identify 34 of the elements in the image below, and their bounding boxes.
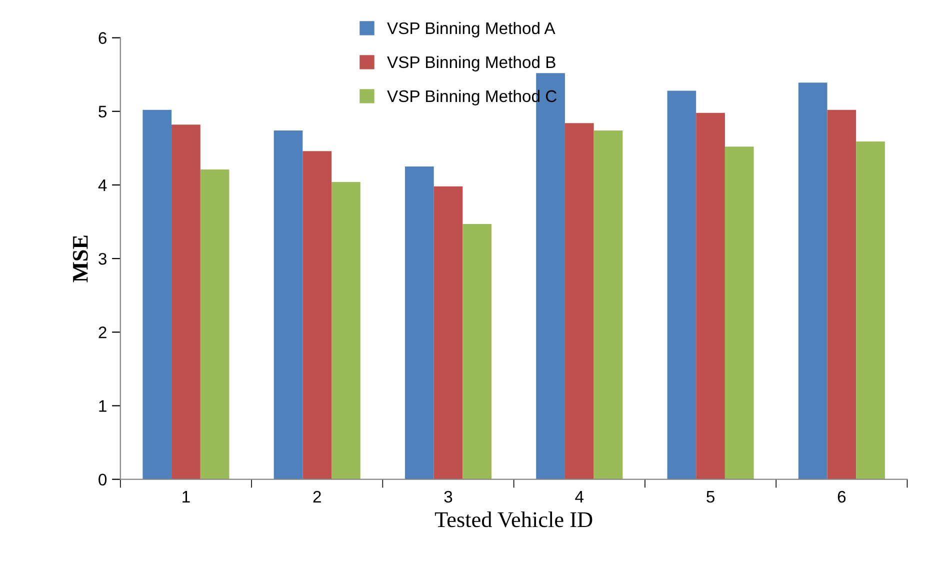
x-tick-label: 1 [182,491,190,503]
x-tick-label: 4 [575,491,584,503]
x-tick-label: 6 [838,490,846,503]
bar [332,182,360,480]
bar [594,130,623,480]
bar [172,124,200,480]
legend-label: VSP Binning Method B [387,56,556,72]
bar [667,90,696,480]
y-tick-label: 2 [98,326,106,338]
bar [404,166,434,480]
y-tick-label: 6 [98,32,106,44]
bar [696,112,725,480]
bar [462,224,492,480]
bar [302,151,332,480]
y-tick-label: 3 [98,252,106,265]
bar [798,82,828,480]
x-tick-label: 2 [313,490,321,503]
y-tick-label: 1 [99,400,106,412]
bar [856,142,885,480]
bar [200,169,230,480]
bar [434,186,463,480]
legend-label: VSP Binning Method A [387,22,556,38]
x-tick-label: 3 [444,490,452,503]
y-tick-label: 4 [98,180,107,191]
x-tick-label: 5 [706,491,714,503]
bar [724,146,754,480]
bar [827,110,856,480]
y-tick-label: 5 [98,106,107,118]
bar [142,110,172,480]
y-axis-title: MSE [72,236,88,282]
y-tick-label: 0 [98,474,107,486]
bar [564,123,594,480]
x-axis-title: Tested Vehicle ID [434,512,592,528]
bar [274,130,303,480]
